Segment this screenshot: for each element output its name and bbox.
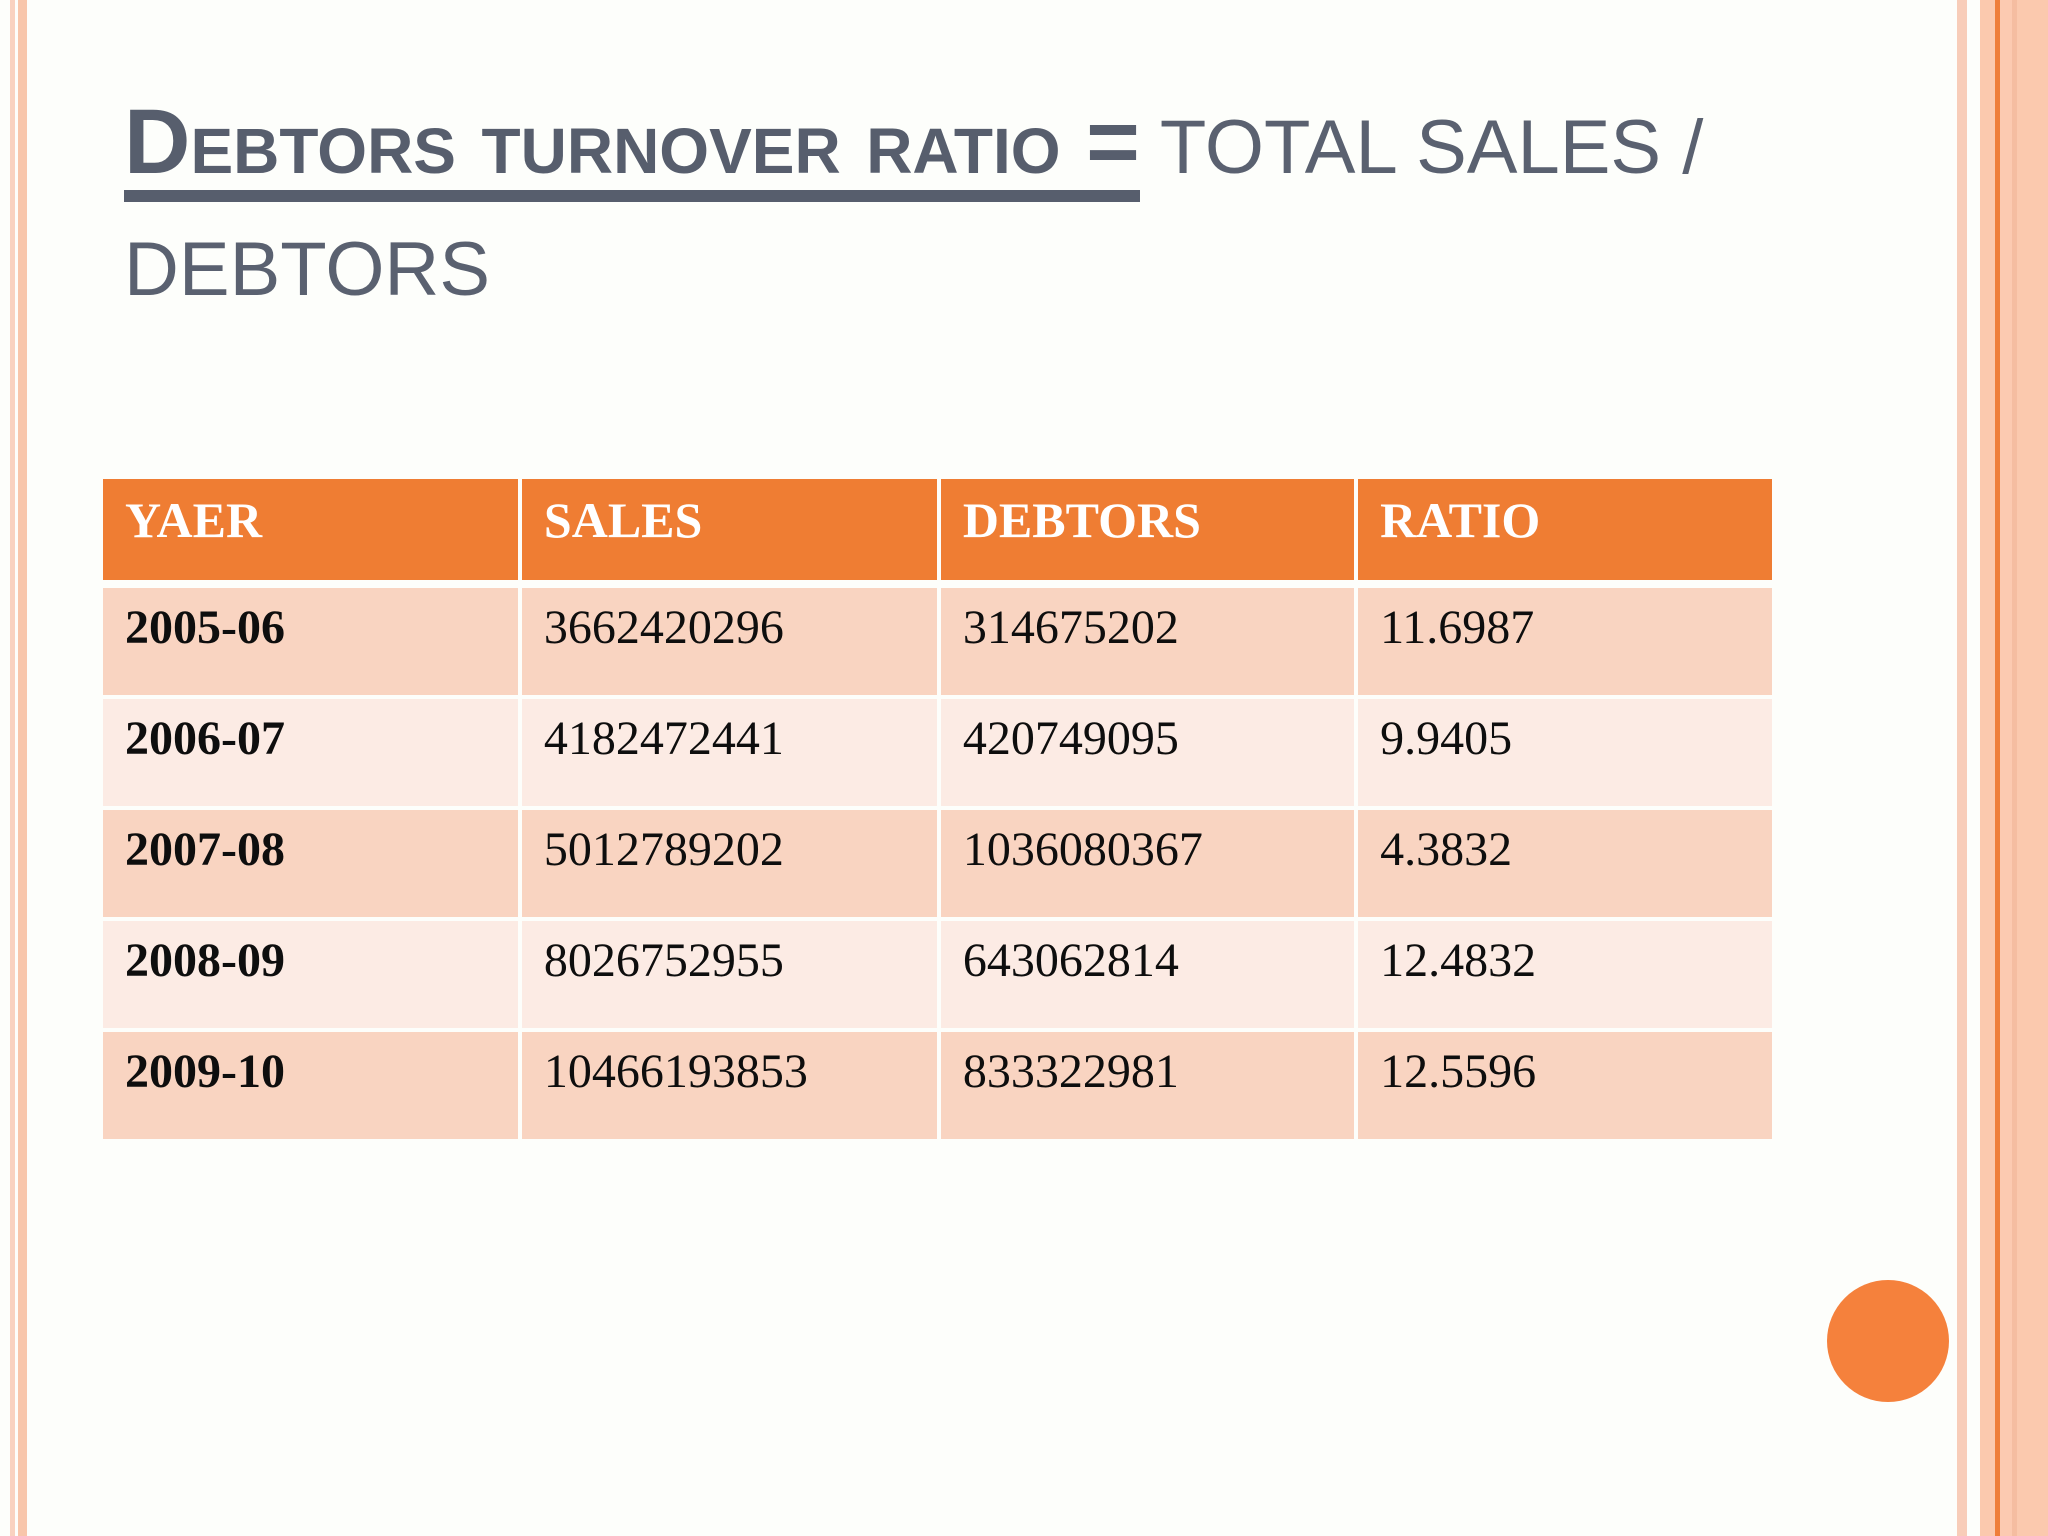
ratio-table: YAER SALES DEBTORS RATIO 2005-06 3662420… <box>103 479 1772 1139</box>
cell-sales: 5012789202 <box>521 810 941 921</box>
right-thin-stripe <box>1957 0 1967 1536</box>
table-header-row: YAER SALES DEBTORS RATIO <box>103 479 1772 588</box>
cell-year: 2005-06 <box>103 588 522 699</box>
right-stripe-band <box>1980 0 2048 1536</box>
cell-year: 2007-08 <box>103 810 522 921</box>
cell-debtors: 420749095 <box>940 699 1359 810</box>
cell-sales: 8026752955 <box>521 921 941 1032</box>
cell-ratio: 11.6987 <box>1358 588 1772 699</box>
slide-title: Debtors turnover ratio = total sales / de… <box>124 96 1904 312</box>
title-line-1: Debtors turnover ratio = total sales / <box>124 96 1904 202</box>
table-row: 2005-06 3662420296 314675202 11.6987 <box>103 588 1772 699</box>
col-header-year: YAER <box>103 479 522 588</box>
table-row: 2007-08 5012789202 1036080367 4.3832 <box>103 810 1772 921</box>
cell-sales: 10466193853 <box>521 1032 941 1139</box>
cell-year: 2006-07 <box>103 699 522 810</box>
col-header-debtors: DEBTORS <box>940 479 1359 588</box>
cell-debtors: 314675202 <box>940 588 1359 699</box>
left-stripe-band <box>18 0 27 1536</box>
left-thin-stripe <box>10 0 15 1536</box>
cell-debtors: 1036080367 <box>940 810 1359 921</box>
cell-year: 2009-10 <box>103 1032 522 1139</box>
table-row: 2008-09 8026752955 643062814 12.4832 <box>103 921 1772 1032</box>
col-header-sales: SALES <box>521 479 941 588</box>
cell-debtors: 833322981 <box>940 1032 1359 1139</box>
cell-sales: 3662420296 <box>521 588 941 699</box>
cell-debtors: 643062814 <box>940 921 1359 1032</box>
cell-ratio: 9.9405 <box>1358 699 1772 810</box>
title-line-2: debtors <box>124 227 491 312</box>
cell-ratio: 12.4832 <box>1358 921 1772 1032</box>
cell-sales: 4182472441 <box>521 699 941 810</box>
title-bold-underlined: Debtors turnover ratio = <box>124 96 1140 202</box>
cell-year: 2008-09 <box>103 921 522 1032</box>
col-header-ratio: RATIO <box>1358 479 1772 588</box>
table-row: 2006-07 4182472441 420749095 9.9405 <box>103 699 1772 810</box>
cell-ratio: 12.5596 <box>1358 1032 1772 1139</box>
orange-circle-ornament <box>1827 1280 1949 1402</box>
title-regular-part: total sales / <box>1159 105 1704 190</box>
cell-ratio: 4.3832 <box>1358 810 1772 921</box>
table-row: 2009-10 10466193853 833322981 12.5596 <box>103 1032 1772 1139</box>
